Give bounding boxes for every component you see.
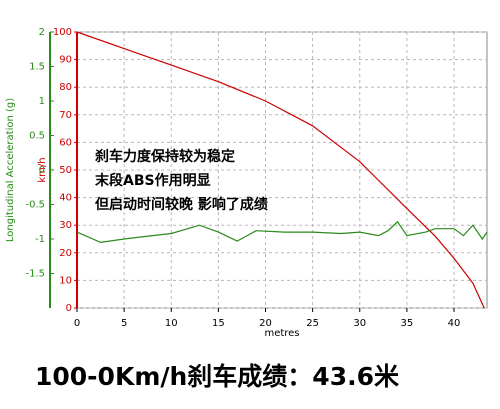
y2-tick-label: -1.5 <box>25 269 45 280</box>
y2-tick-label: 0.5 <box>29 131 45 142</box>
y-tick-label: 20 <box>59 248 72 259</box>
x-tick-label: 15 <box>212 318 225 329</box>
y-tick-label: 50 <box>59 165 72 176</box>
data-line <box>76 31 485 309</box>
y-tick-label: 60 <box>59 137 72 148</box>
y-tick-label: 100 <box>53 27 72 38</box>
y-tick-label: 80 <box>59 82 72 93</box>
y-tick-label: 10 <box>59 275 72 286</box>
y2-tick-label: -1 <box>35 234 45 245</box>
y-axis-label: km/h <box>37 157 48 182</box>
x-axis-label: metres <box>264 328 299 339</box>
x-tick-label: 20 <box>259 318 272 329</box>
y2-tick-label: 0 <box>39 165 45 176</box>
y-tick-label: 0 <box>66 303 72 314</box>
annotation: 但启动时间较晚 影响了成绩 <box>94 196 268 213</box>
x-tick-label: 25 <box>306 318 319 329</box>
y-tick-label: 30 <box>59 220 72 231</box>
data-line <box>76 220 488 244</box>
y2-tick-label: 2 <box>39 27 45 38</box>
y-tick-label: 90 <box>59 55 72 66</box>
x-tick-label: 30 <box>353 318 366 329</box>
annotation: 末段ABS作用明显 <box>95 172 211 189</box>
x-tick-label: 0 <box>74 318 80 329</box>
x-tick-label: 40 <box>448 318 461 329</box>
y2-tick-label: 1.5 <box>29 62 45 73</box>
y-tick-label: 70 <box>59 110 72 121</box>
x-tick-label: 10 <box>165 318 178 329</box>
y2-tick-label: 1 <box>39 96 45 107</box>
y2-axis-label: Longitudinal Acceleration (g) <box>5 98 16 242</box>
annotation: 刹车力度保持较为稳定 <box>95 148 235 165</box>
x-tick-label: 5 <box>121 318 127 329</box>
x-tick-label: 35 <box>401 318 414 329</box>
y2-tick-label: -0.5 <box>25 200 45 211</box>
chart-title: 100-0Km/h刹车成绩：43.6米 <box>35 362 400 391</box>
y-tick-label: 40 <box>59 193 72 204</box>
